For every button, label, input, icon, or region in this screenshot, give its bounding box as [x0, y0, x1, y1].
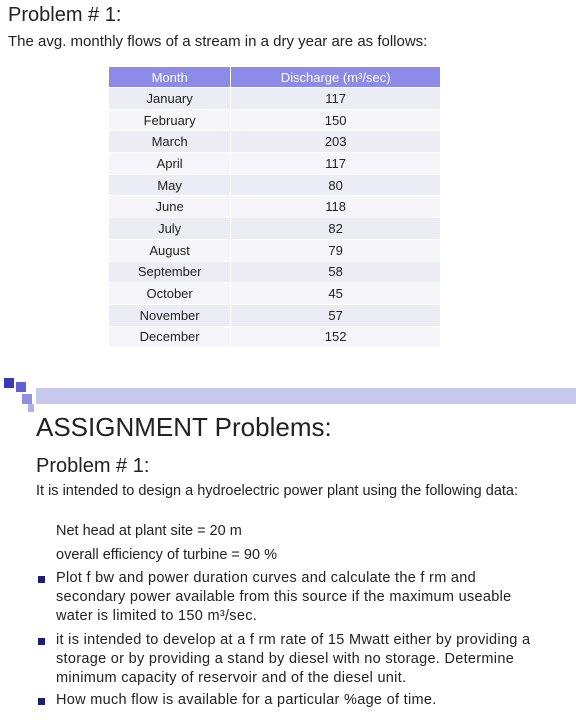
month-cell: May	[107, 173, 232, 197]
deco	[16, 382, 26, 392]
month-cell: July	[107, 217, 232, 240]
month-cell: October	[107, 282, 232, 305]
discharge-cell: 79	[230, 238, 441, 262]
table-row: December 152	[107, 325, 441, 349]
header-cell: Month	[107, 66, 232, 88]
discharge-cell: 118	[230, 195, 441, 219]
month-cell: March	[107, 130, 232, 154]
intro-text: It is intended to design a hydroelectric…	[36, 483, 519, 499]
discharge-cell: 117	[230, 152, 441, 175]
deco	[4, 378, 14, 388]
month-cell: April	[107, 152, 232, 175]
month-cell: February	[107, 108, 232, 132]
table-row: February 150	[107, 108, 441, 132]
month-cell: December	[107, 325, 232, 349]
table-row: March 203	[107, 130, 441, 154]
bullet	[38, 698, 45, 705]
bullet-text: How much flow is available for a particu…	[56, 692, 437, 708]
discharge-cell: 117	[230, 87, 441, 110]
month-cell: September	[107, 260, 232, 284]
discharge-cell: 203	[230, 130, 441, 154]
intro: The avg. monthly flows of a stream in a …	[8, 33, 428, 50]
header-row: Month Discharge (m³/sec)	[107, 66, 441, 88]
discharge-cell: 150	[230, 108, 441, 132]
month-cell: August	[107, 238, 232, 262]
table-row: September 58	[107, 260, 441, 284]
bullet	[38, 576, 45, 583]
bullet-text: it is intended to develop at a f rm rate…	[56, 632, 531, 686]
problem-title: Problem # 1:	[36, 455, 150, 477]
table-row: November 57	[107, 303, 441, 327]
heading: ASSIGNMENT Problems:	[36, 412, 332, 442]
deco	[28, 404, 34, 412]
discharge-cell: 82	[230, 217, 441, 240]
deco	[22, 394, 32, 404]
header-cell: Discharge (m³/sec)	[230, 66, 441, 88]
intro: It is intended to design a hydroelectric…	[36, 482, 556, 501]
table-row: October 45	[107, 282, 441, 305]
table-row: April 117	[107, 152, 441, 175]
deco-bar	[36, 388, 576, 404]
bullet	[38, 638, 45, 645]
discharge-cell: 152	[230, 325, 441, 349]
table-row: August 79	[107, 238, 441, 262]
discharge-cell: 45	[230, 282, 441, 305]
given: Net head at plant site = 20 m	[56, 523, 242, 539]
table-row: January 117	[107, 87, 441, 110]
table-body: January 117 February 150 March 203 April 117 May…	[107, 87, 441, 349]
table-row: June 118	[107, 195, 441, 219]
month-cell: November	[107, 303, 232, 327]
table-row: July 82	[107, 217, 441, 240]
discharge-cell: 57	[230, 303, 441, 327]
discharge-cell: 58	[230, 260, 441, 284]
month-cell: January	[107, 87, 232, 110]
flow-table: Month Discharge (m³/sec) January 117 Febru…	[107, 66, 441, 349]
table-row: May 80	[107, 173, 441, 197]
title: Problem # 1:	[8, 4, 122, 26]
discharge-cell: 80	[230, 173, 441, 197]
given: overall efficiency of turbine = 90 %	[56, 547, 277, 563]
bullet-text: Plot f bw and power duration curves and …	[56, 570, 512, 624]
month-cell: June	[107, 195, 232, 219]
